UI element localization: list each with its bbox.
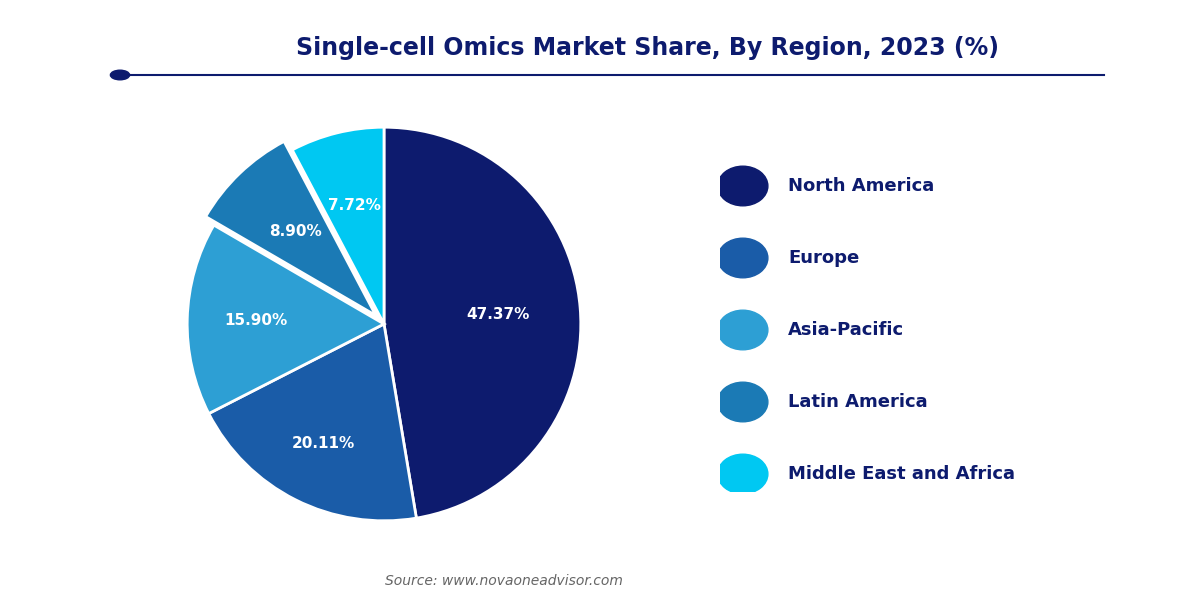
- Text: NOVA: NOVA: [32, 44, 71, 58]
- Text: Asia-Pacific: Asia-Pacific: [788, 321, 905, 339]
- Text: 1: 1: [85, 44, 94, 58]
- Wedge shape: [384, 127, 581, 518]
- Text: North America: North America: [788, 177, 935, 195]
- Text: Source: www.novaoneadvisor.com: Source: www.novaoneadvisor.com: [385, 574, 623, 588]
- Wedge shape: [293, 127, 384, 324]
- Wedge shape: [205, 142, 376, 316]
- Text: Europe: Europe: [788, 249, 859, 267]
- Text: ADVISOR: ADVISOR: [110, 44, 173, 58]
- Circle shape: [718, 382, 768, 422]
- Text: 20.11%: 20.11%: [292, 436, 355, 451]
- Circle shape: [718, 238, 768, 278]
- Text: Single-cell Omics Market Share, By Region, 2023 (%): Single-cell Omics Market Share, By Regio…: [296, 36, 1000, 60]
- Wedge shape: [187, 225, 384, 413]
- Wedge shape: [209, 324, 416, 521]
- Circle shape: [718, 310, 768, 350]
- Text: 47.37%: 47.37%: [466, 307, 529, 322]
- Text: 8.90%: 8.90%: [269, 224, 322, 239]
- Circle shape: [718, 454, 768, 494]
- Text: 15.90%: 15.90%: [224, 313, 288, 328]
- Text: Middle East and Africa: Middle East and Africa: [788, 465, 1015, 483]
- Text: 7.72%: 7.72%: [329, 198, 382, 213]
- Text: Latin America: Latin America: [788, 393, 928, 411]
- Circle shape: [718, 166, 768, 206]
